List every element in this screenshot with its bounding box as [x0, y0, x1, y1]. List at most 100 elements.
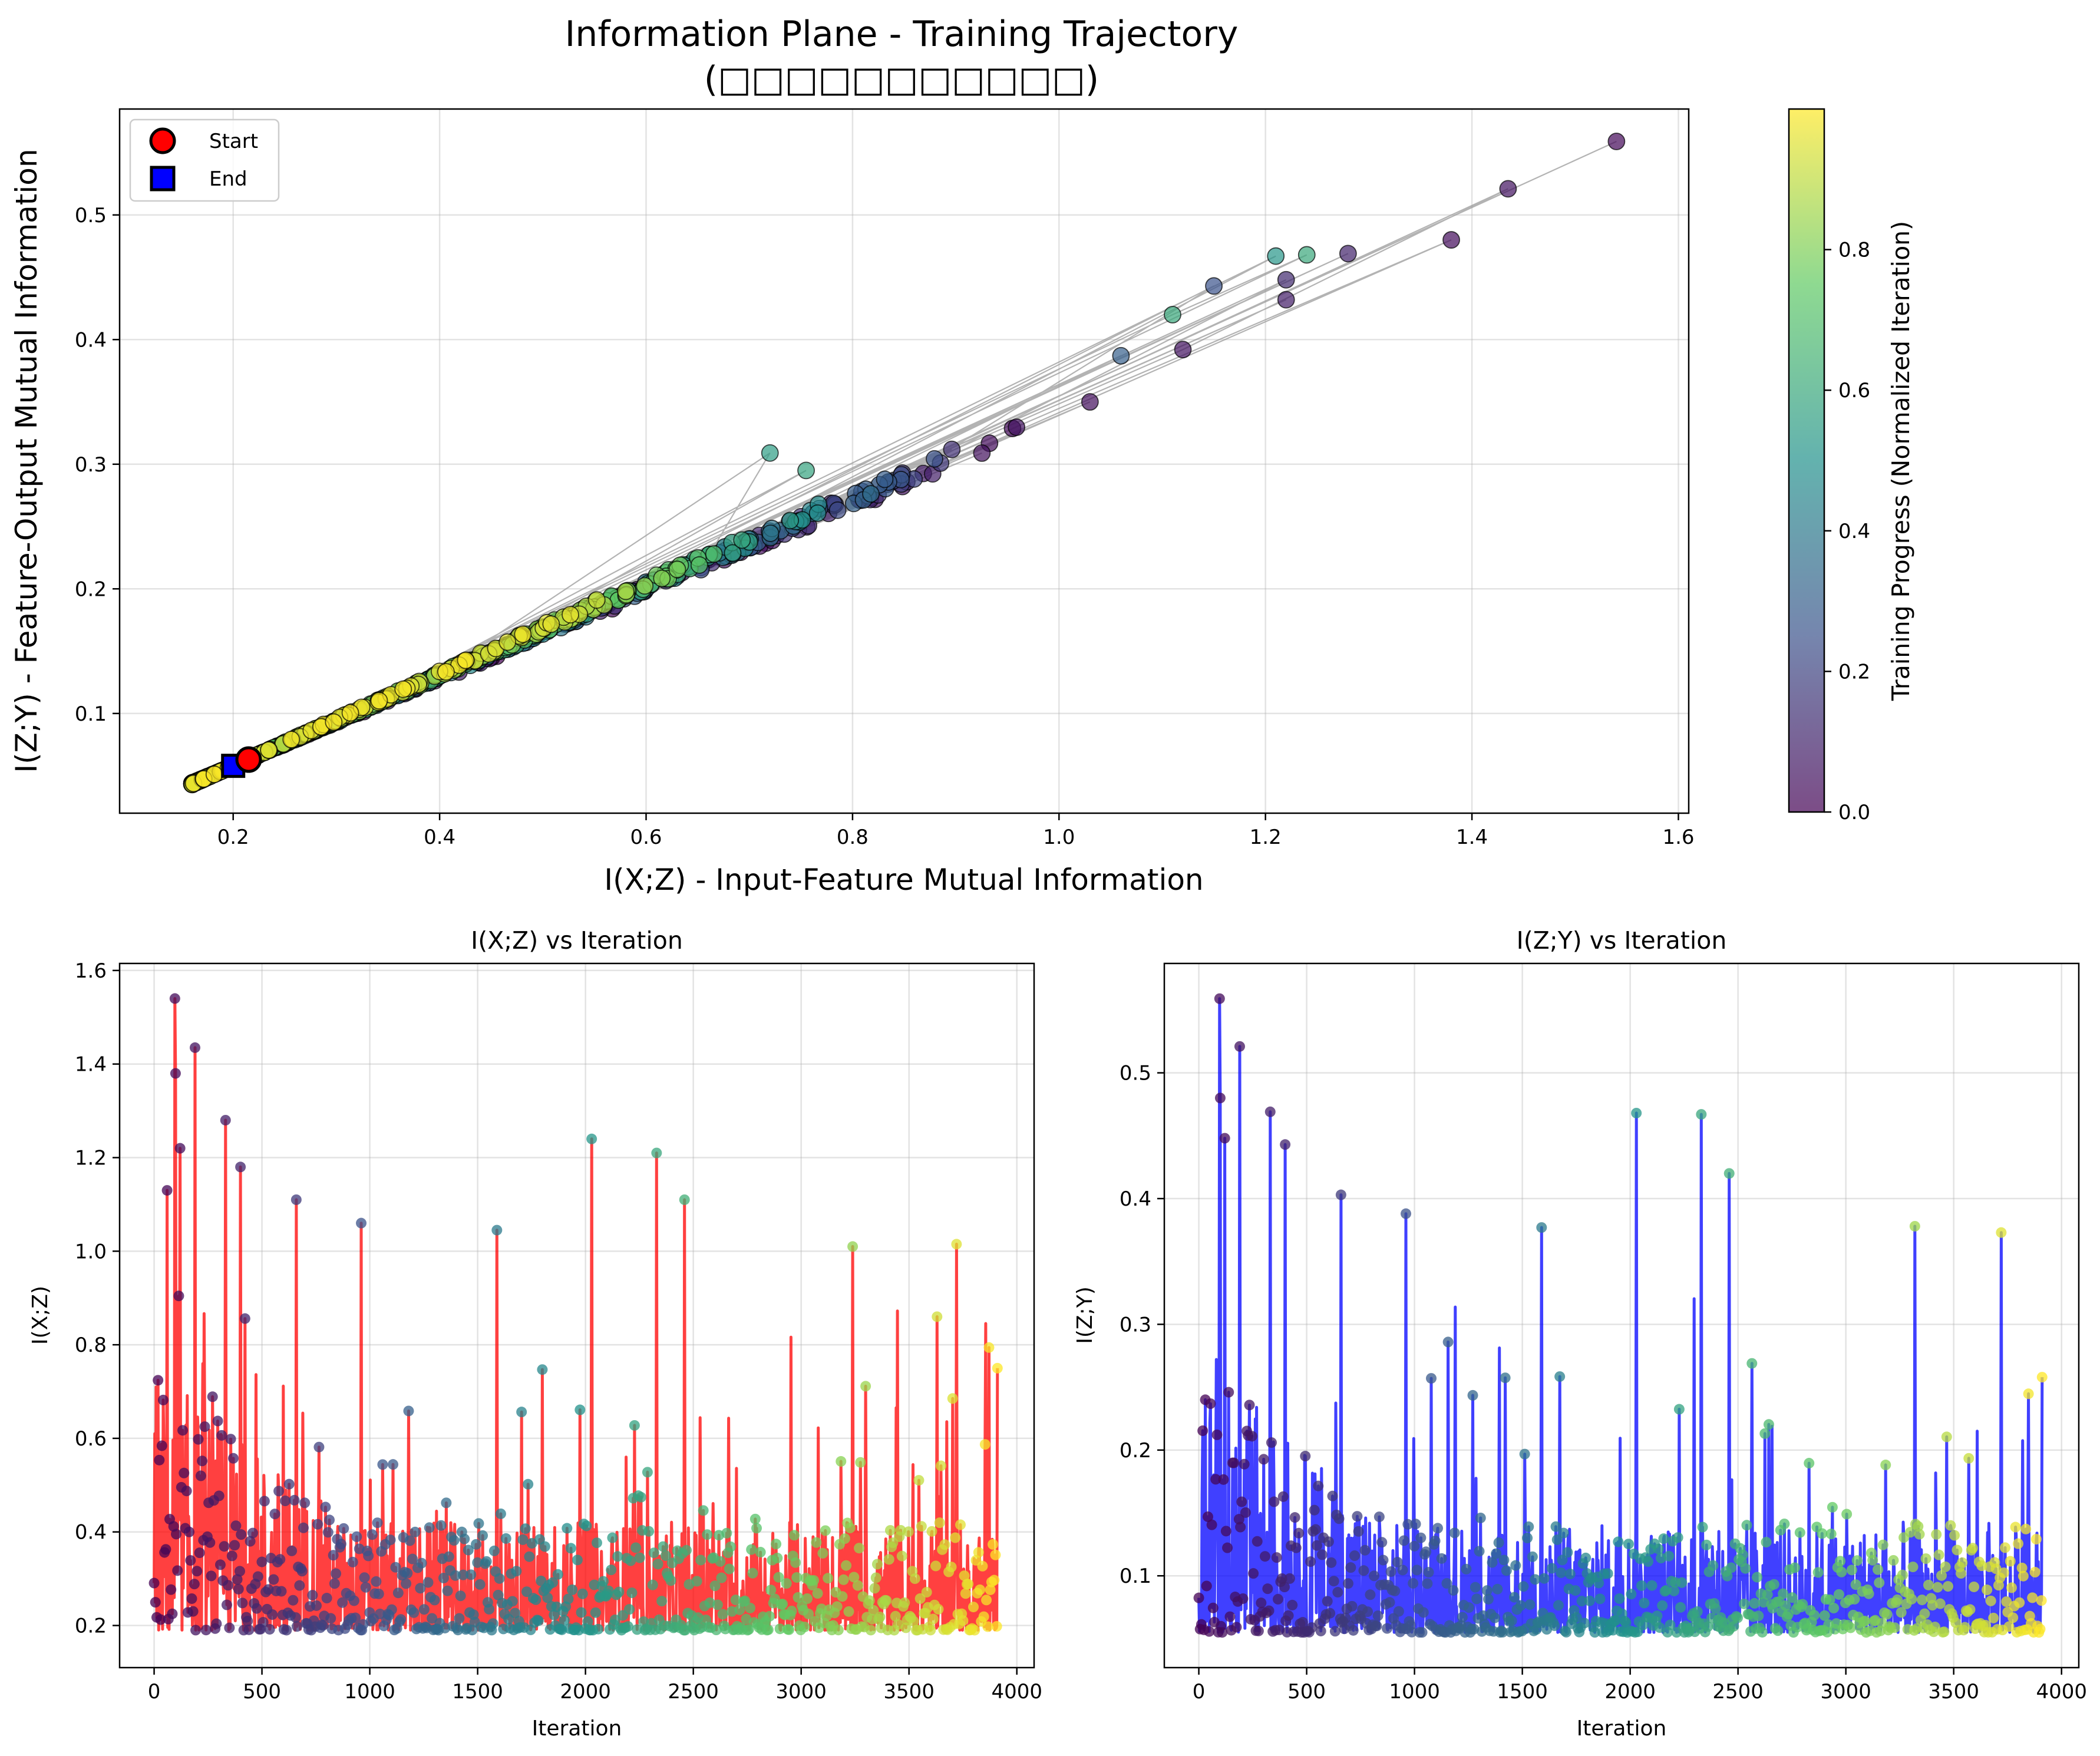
ixz-point	[772, 1553, 783, 1564]
izy-point	[1463, 1602, 1474, 1613]
ixz-point	[193, 1434, 204, 1445]
izy-point	[1967, 1543, 1978, 1554]
ixz-point	[973, 1547, 984, 1558]
izy-point	[1269, 1496, 1280, 1507]
izy-point	[1418, 1607, 1429, 1618]
ixz-y-tick-label: 0.6	[75, 1427, 107, 1451]
izy-point	[1836, 1566, 1847, 1577]
ixz-point	[990, 1549, 1001, 1560]
ixz-point	[311, 1600, 322, 1611]
ixz-point	[172, 1565, 183, 1576]
izy-point	[1402, 1519, 1414, 1530]
izy-point	[1500, 1372, 1511, 1384]
ixz-x-tick-label: 4000	[991, 1680, 1042, 1704]
izy-point	[1322, 1596, 1333, 1607]
ixz-point	[831, 1601, 843, 1612]
izy-point	[1527, 1551, 1538, 1562]
ixz-point	[921, 1587, 932, 1598]
izy-point	[1749, 1597, 1760, 1609]
ixz-point	[635, 1491, 646, 1503]
izy-point	[1393, 1606, 1404, 1617]
izy-point	[1211, 1429, 1223, 1440]
main-grid	[120, 109, 1689, 813]
trajectory-point	[862, 485, 880, 503]
ixz-point	[245, 1536, 256, 1547]
ixz-point	[224, 1622, 235, 1633]
izy-point	[1538, 1573, 1550, 1584]
izy-point	[1202, 1511, 1213, 1522]
ixz-point	[711, 1625, 722, 1636]
izy-point	[1234, 1041, 1245, 1052]
izy-point	[1949, 1530, 1960, 1541]
ixz-point	[194, 1547, 205, 1559]
izy-point	[1809, 1610, 1820, 1621]
main-y-tick-label: 0.1	[75, 702, 107, 726]
ixz-point	[927, 1613, 939, 1625]
izy-point	[1561, 1626, 1572, 1638]
ixz-point	[174, 1143, 186, 1154]
ixz-point	[325, 1613, 336, 1624]
ixz-point	[481, 1556, 492, 1567]
ixz-point	[408, 1607, 420, 1618]
izy-point	[1237, 1593, 1249, 1604]
izy-ticks: 0 500 1000 1500 2000 2500 3000 3500 4000 0.1 0.2 0.…	[1120, 1062, 2087, 1704]
ixz-point	[402, 1567, 413, 1579]
izy-point	[1362, 1606, 1373, 1618]
ixz-point	[415, 1583, 426, 1594]
ixz-point	[177, 1425, 189, 1436]
trajectory-point	[876, 470, 894, 488]
izy-point	[1271, 1552, 1282, 1563]
ixz-point	[199, 1421, 210, 1432]
izy-y-tick-label: 0.5	[1120, 1062, 1151, 1085]
izy-point	[1231, 1622, 1242, 1633]
ixz-point	[221, 1599, 232, 1610]
izy-point	[2018, 1570, 2029, 1582]
ixz-point	[746, 1544, 757, 1555]
main-x-tick-label: 0.4	[424, 826, 455, 849]
izy-point	[2036, 1595, 2047, 1606]
izy-point	[1218, 1474, 1229, 1485]
izy-point	[1610, 1615, 1621, 1626]
ixz-point	[289, 1494, 300, 1506]
izy-point	[1672, 1532, 1683, 1543]
izy-point	[1524, 1599, 1536, 1610]
ixz-point	[186, 1593, 197, 1604]
ixz-point	[801, 1593, 813, 1604]
izy-point	[1300, 1451, 1311, 1462]
ixz-point	[181, 1486, 192, 1497]
izy-point	[1501, 1565, 1512, 1576]
ixz-point	[467, 1625, 478, 1636]
izy-point	[1746, 1358, 1758, 1369]
ixz-point	[836, 1456, 847, 1467]
izy-point	[2030, 1534, 2042, 1545]
izy-point	[1652, 1610, 1663, 1622]
ixz-point	[542, 1592, 553, 1603]
ixz-point	[593, 1623, 604, 1635]
ixz-point	[530, 1594, 541, 1605]
izy-point	[1553, 1600, 1564, 1611]
ixz-point	[227, 1453, 239, 1464]
izy-x-axis-label: Iteration	[1577, 1717, 1667, 1741]
trajectory-point	[1008, 418, 1026, 436]
ixz-point	[416, 1557, 427, 1569]
izy-point	[1244, 1399, 1255, 1411]
izy-point	[1426, 1373, 1437, 1384]
izy-point	[1519, 1448, 1530, 1460]
ixz-point	[765, 1585, 777, 1596]
izy-y-axis-label: I(Z;Y)	[1073, 1286, 1097, 1344]
ixz-point	[441, 1497, 452, 1509]
izy-point	[1916, 1595, 1927, 1606]
ixz-point	[259, 1496, 270, 1507]
ixz-point	[520, 1523, 531, 1534]
ixz-point	[477, 1530, 488, 1541]
trajectory-point	[781, 511, 800, 530]
ixz-point	[642, 1467, 653, 1478]
izy-point	[1867, 1554, 1878, 1566]
izy-point	[1474, 1546, 1485, 1557]
ixz-point	[443, 1551, 454, 1562]
ixz-point	[648, 1547, 659, 1559]
ixz-point	[229, 1540, 240, 1551]
izy-point	[1197, 1425, 1209, 1437]
izy-point	[1345, 1562, 1356, 1573]
